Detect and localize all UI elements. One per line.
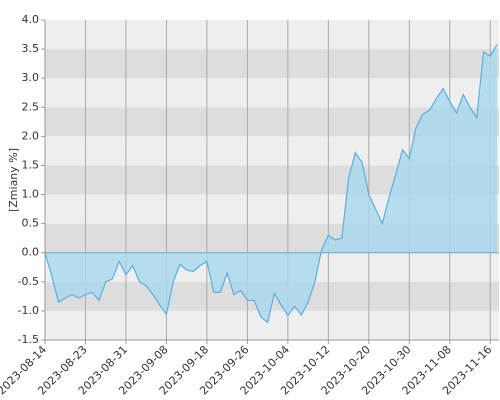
y-tick-label: 1.5: [22, 158, 40, 171]
y-tick-label: -0.5: [18, 275, 39, 288]
y-tick-label: 0.5: [22, 217, 40, 230]
band: [45, 310, 499, 340]
y-tick-label: 1.0: [22, 188, 40, 201]
y-tick-label: 3.5: [22, 42, 40, 55]
y-tick-label: 2.5: [22, 100, 40, 113]
y-axis-label: [Zmiany %]: [7, 148, 20, 212]
y-tick-label: -1.5: [18, 333, 39, 346]
band: [45, 20, 499, 50]
y-tick-label: 3.0: [22, 71, 40, 84]
y-tick-label: -1.0: [18, 304, 39, 317]
y-tick-label: 2.0: [22, 129, 40, 142]
area-line: [44, 44, 498, 324]
band: [45, 78, 499, 108]
band: [45, 49, 499, 79]
y-tick-label: 0.0: [22, 246, 40, 259]
y-tick-label: 4.0: [22, 13, 40, 26]
